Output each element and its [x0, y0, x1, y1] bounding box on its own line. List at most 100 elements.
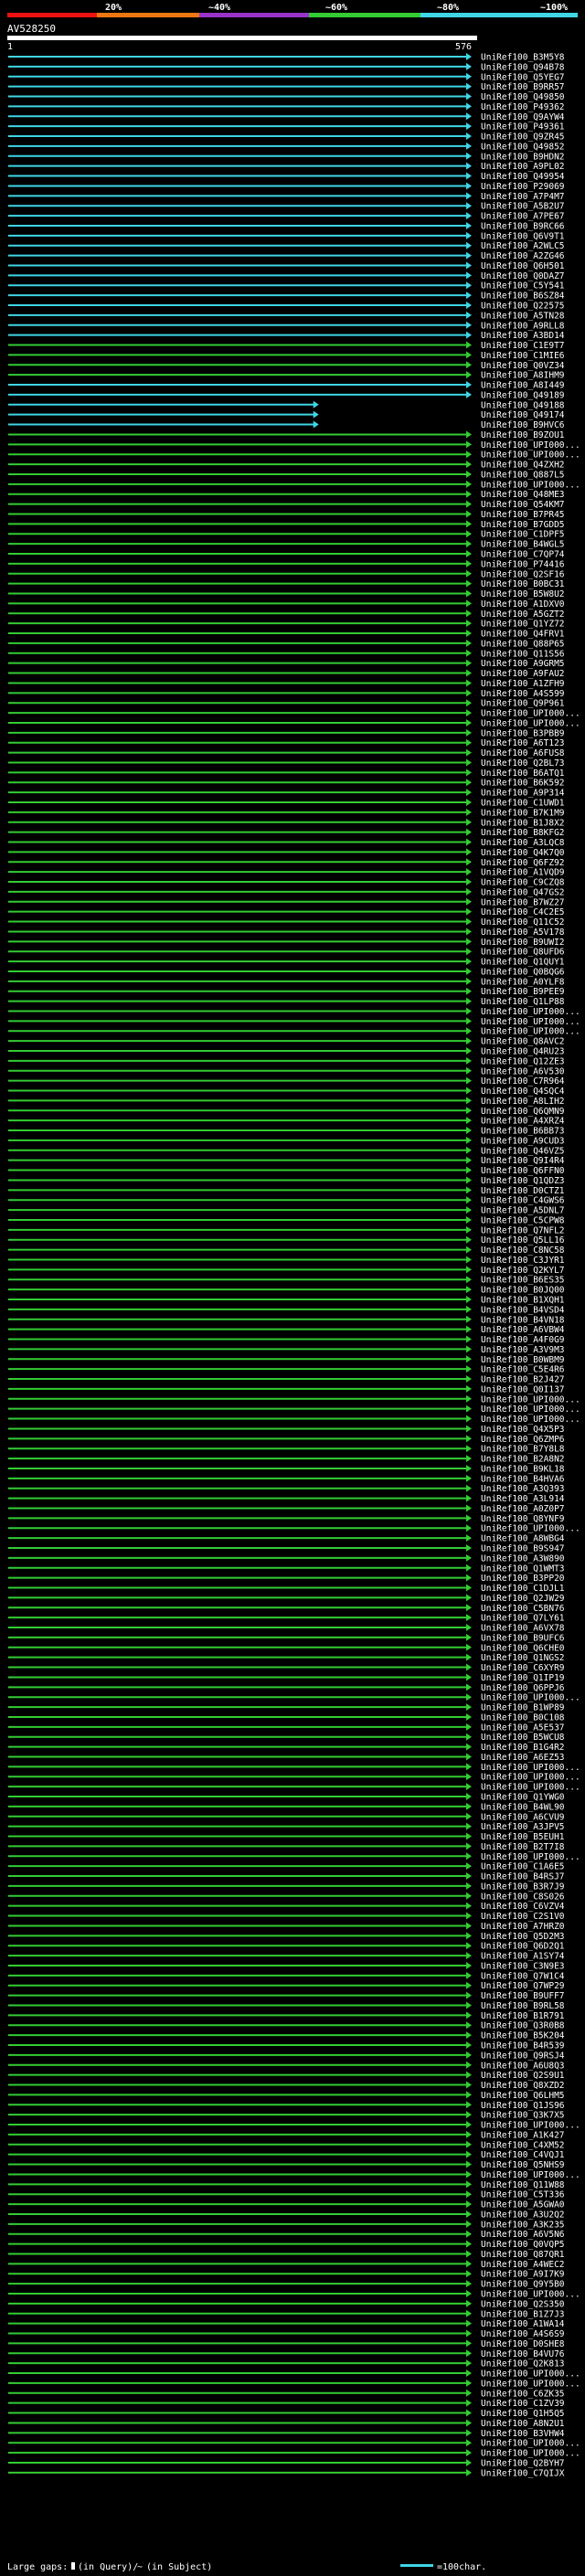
hit-label[interactable]: UniRef100_Q5D2M3: [481, 1932, 565, 1942]
hit-label[interactable]: UniRef100_Q2JW29: [481, 1594, 565, 1604]
hit-label[interactable]: UniRef100_Q1QDZ3: [481, 1176, 565, 1186]
hit-label[interactable]: UniRef100_B0WBM9: [481, 1355, 565, 1365]
hit-label[interactable]: UniRef100_A2WLC5: [481, 241, 565, 251]
hit-label[interactable]: UniRef100_B9HVC6: [481, 420, 565, 430]
hit-label[interactable]: UniRef100_C9CZQ8: [481, 878, 565, 888]
hit-label[interactable]: UniRef100_B4WL90: [481, 1802, 565, 1812]
hit-label[interactable]: UniRef100_UPI000...: [481, 2379, 580, 2389]
hit-label[interactable]: UniRef100_Q6LHM5: [481, 2091, 565, 2101]
hit-label[interactable]: UniRef100_Q4FRV1: [481, 630, 565, 640]
hit-label[interactable]: UniRef100_A8I449: [481, 381, 565, 391]
hit-label[interactable]: UniRef100_Q9Y5B0: [481, 2280, 565, 2290]
hit-label[interactable]: UniRef100_Q7W1C4: [481, 1971, 565, 1981]
hit-label[interactable]: UniRef100_B1XQH1: [481, 1296, 565, 1306]
hit-label[interactable]: UniRef100_B4VSD4: [481, 1305, 565, 1315]
hit-label[interactable]: UniRef100_B5W8U2: [481, 589, 565, 599]
hit-label[interactable]: UniRef100_A3BD14: [481, 331, 565, 341]
hit-label[interactable]: UniRef100_B3VHW4: [481, 2429, 565, 2439]
hit-label[interactable]: UniRef100_Q7LY61: [481, 1614, 565, 1624]
hit-label[interactable]: UniRef100_C6XYR9: [481, 1663, 565, 1673]
hit-label[interactable]: UniRef100_Q1IP19: [481, 1673, 565, 1683]
hit-label[interactable]: UniRef100_B1WP89: [481, 1703, 565, 1713]
hit-label[interactable]: UniRef100_D0CTZ1: [481, 1186, 565, 1196]
hit-label[interactable]: UniRef100_Q9I4R4: [481, 1156, 565, 1166]
hit-label[interactable]: UniRef100_Q4X5P3: [481, 1425, 565, 1435]
hit-label[interactable]: UniRef100_UPI000...: [481, 1394, 580, 1405]
hit-label[interactable]: UniRef100_Q6FZ92: [481, 858, 565, 868]
hit-label[interactable]: UniRef100_UPI000...: [481, 480, 580, 490]
hit-label[interactable]: UniRef100_UPI000...: [481, 1852, 580, 1862]
hit-label[interactable]: UniRef100_A6VX78: [481, 1624, 565, 1634]
hit-label[interactable]: UniRef100_B7Y8L8: [481, 1445, 565, 1455]
hit-label[interactable]: UniRef100_B9RL58: [481, 2001, 565, 2011]
hit-label[interactable]: UniRef100_C1DPF5: [481, 530, 565, 540]
hit-label[interactable]: UniRef100_C4C2E5: [481, 907, 565, 917]
hit-label[interactable]: UniRef100_A6CVU9: [481, 1812, 565, 1822]
hit-label[interactable]: UniRef100_UPI000...: [481, 1415, 580, 1425]
hit-label[interactable]: UniRef100_Q49852: [481, 142, 565, 152]
hit-label[interactable]: UniRef100_A5GZT2: [481, 610, 565, 620]
hit-label[interactable]: UniRef100_C5T336: [481, 2190, 565, 2200]
hit-label[interactable]: UniRef100_B9UFF7: [481, 1991, 565, 2001]
hit-label[interactable]: UniRef100_Q6CHE0: [481, 1643, 565, 1653]
hit-label[interactable]: UniRef100_A6U8Q3: [481, 2061, 565, 2071]
hit-label[interactable]: UniRef100_Q5LL16: [481, 1235, 565, 1246]
hit-label[interactable]: UniRef100_UPI000...: [481, 2290, 580, 2300]
hit-label[interactable]: UniRef100_B0BC31: [481, 579, 565, 589]
hit-label[interactable]: UniRef100_A5E537: [481, 1723, 565, 1733]
hit-label[interactable]: UniRef100_B3PBB9: [481, 728, 565, 738]
hit-label[interactable]: UniRef100_A5GWA0: [481, 2200, 565, 2210]
hit-label[interactable]: UniRef100_B0C108: [481, 1712, 565, 1723]
hit-label[interactable]: UniRef100_UPI000...: [481, 1783, 580, 1793]
hit-label[interactable]: UniRef100_Q49954: [481, 172, 565, 182]
hit-label[interactable]: UniRef100_Q87QR1: [481, 2250, 565, 2260]
hit-label[interactable]: UniRef100_Q6QMN9: [481, 1107, 565, 1117]
hit-label[interactable]: UniRef100_A3Q393: [481, 1484, 565, 1494]
hit-label[interactable]: UniRef100_Q49188: [481, 400, 565, 410]
hit-label[interactable]: UniRef100_A6VBW4: [481, 1325, 565, 1335]
hit-label[interactable]: UniRef100_C7QP74: [481, 550, 565, 560]
hit-label[interactable]: UniRef100_A3U2Q2: [481, 2210, 565, 2220]
hit-label[interactable]: UniRef100_B9PEE9: [481, 987, 565, 997]
hit-label[interactable]: UniRef100_A4XRZ4: [481, 1117, 565, 1127]
hit-label[interactable]: UniRef100_UPI000...: [481, 709, 580, 719]
hit-label[interactable]: UniRef100_P29069: [481, 182, 565, 192]
hit-label[interactable]: UniRef100_Q12ZE3: [481, 1056, 565, 1066]
hit-label[interactable]: UniRef100_A8IHM9: [481, 371, 565, 381]
hit-label[interactable]: UniRef100_B7GDD5: [481, 520, 565, 530]
hit-label[interactable]: UniRef100_Q6PPJ6: [481, 1683, 565, 1693]
hit-label[interactable]: UniRef100_C5CPW8: [481, 1215, 565, 1225]
hit-label[interactable]: UniRef100_A7P4M7: [481, 192, 565, 202]
hit-label[interactable]: UniRef100_A1WA14: [481, 2319, 565, 2329]
hit-label[interactable]: UniRef100_Q1QUY1: [481, 958, 565, 968]
hit-label[interactable]: UniRef100_Q9ZR45: [481, 133, 565, 143]
hit-label[interactable]: UniRef100_B9RR57: [481, 82, 565, 92]
hit-label[interactable]: UniRef100_UPI000...: [481, 451, 580, 461]
hit-label[interactable]: UniRef100_D0SHE8: [481, 2339, 565, 2349]
hit-label[interactable]: UniRef100_B9UFC6: [481, 1633, 565, 1643]
hit-label[interactable]: UniRef100_C6VZV4: [481, 1902, 565, 1912]
hit-label[interactable]: UniRef100_B9RC66: [481, 221, 565, 231]
hit-label[interactable]: UniRef100_B2T7I8: [481, 1842, 565, 1852]
hit-label[interactable]: UniRef100_A2ZG46: [481, 251, 565, 261]
hit-label[interactable]: UniRef100_A8WBG4: [481, 1534, 565, 1544]
hit-label[interactable]: UniRef100_Q5YEG7: [481, 72, 565, 82]
hit-label[interactable]: UniRef100_Q47GS2: [481, 887, 565, 897]
hit-label[interactable]: UniRef100_Q8AVC2: [481, 1037, 565, 1047]
hit-label[interactable]: UniRef100_A9FAU2: [481, 669, 565, 679]
hit-label[interactable]: UniRef100_UPI000...: [481, 1693, 580, 1703]
hit-label[interactable]: UniRef100_B2J427: [481, 1375, 565, 1385]
hit-label[interactable]: UniRef100_B8KFG2: [481, 828, 565, 838]
hit-label[interactable]: UniRef100_UPI000...: [481, 1773, 580, 1783]
hit-label[interactable]: UniRef100_A0YLF8: [481, 977, 565, 987]
hit-label[interactable]: UniRef100_C1MIE6: [481, 351, 565, 361]
hit-label[interactable]: UniRef100_C4GWS6: [481, 1196, 565, 1206]
hit-label[interactable]: UniRef100_Q1NGS2: [481, 1653, 565, 1663]
hit-label[interactable]: UniRef100_C6ZK35: [481, 2389, 565, 2399]
hit-label[interactable]: UniRef100_UPI000...: [481, 1027, 580, 1037]
hit-label[interactable]: UniRef100_A9CUD3: [481, 1136, 565, 1146]
hit-label[interactable]: UniRef100_UPI000...: [481, 2369, 580, 2380]
hit-label[interactable]: UniRef100_B7PR45: [481, 510, 565, 520]
hit-label[interactable]: UniRef100_C5BN76: [481, 1604, 565, 1614]
hit-label[interactable]: UniRef100_A3V9M3: [481, 1345, 565, 1355]
